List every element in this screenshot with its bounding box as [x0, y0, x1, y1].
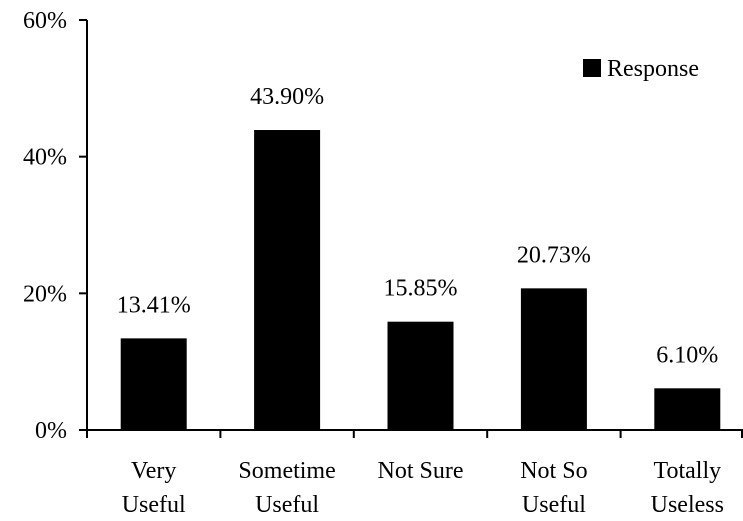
- data-label: 43.90%: [250, 84, 324, 110]
- category-labels: Very Useful Sometime Useful Not Sure Not So Us…: [122, 458, 724, 518]
- category-label: Totally Useless: [651, 458, 724, 518]
- data-label: 13.41%: [117, 292, 191, 318]
- category-label: Not Sure: [378, 458, 464, 484]
- bar: [387, 321, 454, 430]
- bar: [120, 338, 187, 430]
- bar: [520, 288, 587, 430]
- y-tick-label: 40%: [23, 145, 67, 171]
- data-label: 20.73%: [517, 242, 591, 268]
- legend-label: Response: [607, 56, 699, 82]
- y-tick-label: 60%: [23, 8, 67, 34]
- category-label: Very Useful: [122, 458, 186, 518]
- data-label: 6.10%: [656, 342, 718, 368]
- legend: Response: [583, 56, 699, 82]
- y-tick-label: 20%: [23, 281, 67, 307]
- y-axis-ticks: 0% 20% 40% 60%: [23, 8, 87, 444]
- bar: [654, 388, 721, 430]
- bars: [120, 130, 721, 430]
- category-label: Not So Useful: [520, 458, 587, 518]
- legend-swatch: [583, 59, 601, 77]
- category-label: Sometime Useful: [238, 458, 335, 518]
- y-tick-label: 0%: [35, 418, 67, 444]
- data-label: 15.85%: [384, 276, 458, 302]
- bar: [254, 130, 321, 430]
- data-labels: 13.41% 43.90% 15.85% 20.73% 6.10%: [117, 84, 719, 368]
